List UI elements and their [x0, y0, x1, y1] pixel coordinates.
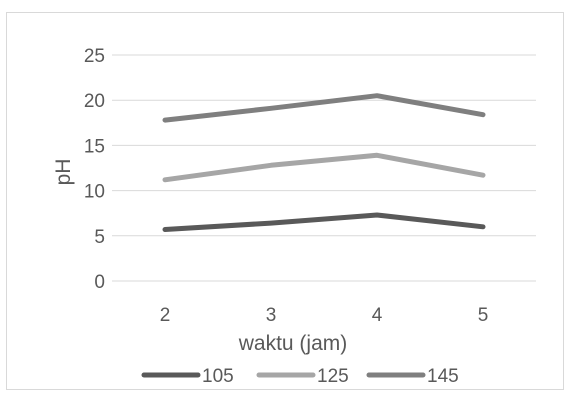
legend-label-105: 105 — [202, 366, 234, 387]
legend-label-125: 125 — [317, 366, 349, 387]
y-tick-label-5: 25 — [84, 46, 105, 67]
y-tick-label-2: 10 — [84, 182, 105, 203]
chart-frame — [6, 12, 564, 390]
series-line-105 — [162, 212, 486, 232]
legend: 105 125 145 — [141, 366, 459, 387]
series-line-145 — [162, 93, 486, 123]
y-tick-label-4: 20 — [84, 91, 105, 112]
y-axis-ticks: 0 5 10 15 20 25 — [84, 46, 105, 293]
series-line-125 — [162, 152, 486, 183]
y-tick-label-0: 0 — [94, 272, 105, 293]
gridlines — [112, 54, 536, 282]
x-tick-label-3: 5 — [478, 305, 489, 326]
x-tick-label-1: 3 — [266, 305, 277, 326]
series-lines — [162, 93, 486, 232]
x-axis-title: waktu (jam) — [238, 332, 348, 355]
x-axis-ticks: 2 3 4 5 — [160, 305, 489, 326]
legend-label-145: 145 — [427, 366, 459, 387]
x-tick-label-2: 4 — [372, 305, 383, 326]
y-axis-title: pH — [52, 159, 75, 186]
y-tick-label-1: 5 — [94, 227, 105, 248]
x-tick-label-0: 2 — [160, 305, 171, 326]
y-tick-label-3: 15 — [84, 136, 105, 157]
